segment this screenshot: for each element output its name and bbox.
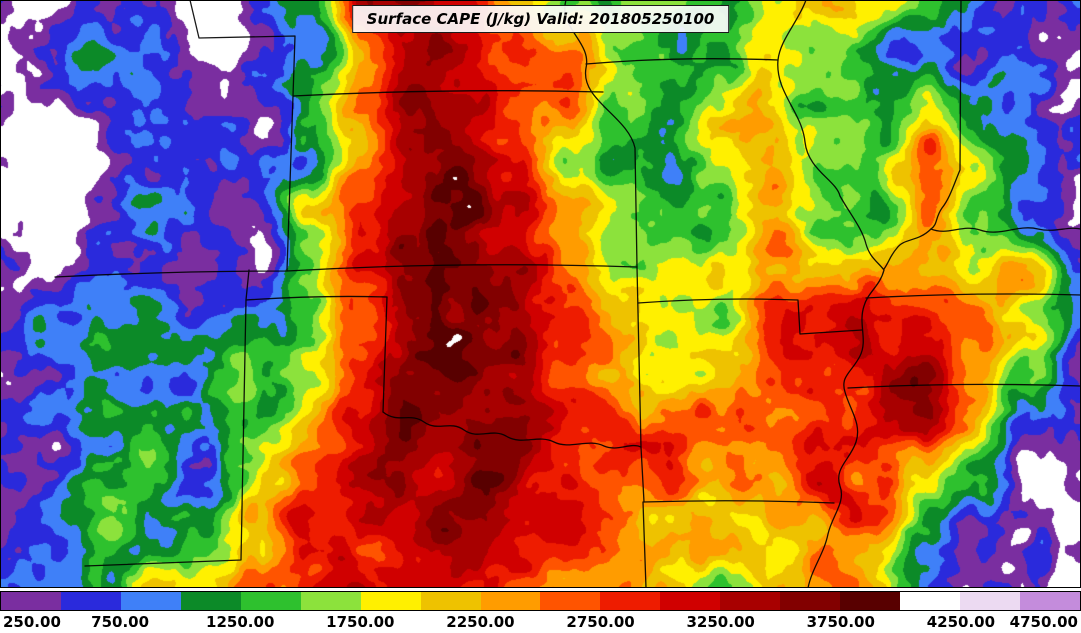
colorbar-segment	[1019, 592, 1080, 610]
colorbar-segment	[180, 592, 241, 610]
colorbar-segment	[660, 592, 721, 610]
colorbar-segment	[960, 592, 1020, 610]
state-border	[865, 293, 1081, 299]
colorbar-segment	[900, 592, 960, 610]
colorbar-segment	[360, 592, 421, 610]
colorbar-segment	[60, 592, 121, 610]
state-border	[847, 383, 1081, 389]
colorbar-tick-label: 750.00	[91, 613, 150, 631]
map-title: Surface CAPE (J/kg) Valid: 201805250100	[366, 10, 715, 28]
cape-field-canvas	[0, 0, 1081, 588]
colorbar-labels: 250.00 750.00 1250.00 1750.00 2250.00 2750.00…	[0, 612, 1081, 633]
map-area: Surface CAPE (J/kg) Valid: 201805250100	[0, 0, 1081, 588]
colorbar-strip	[0, 591, 1081, 611]
colorbar-segment	[420, 592, 481, 610]
state-border	[585, 58, 779, 65]
state-border	[189, 0, 296, 271]
state-border	[642, 500, 835, 588]
state-border-river	[883, 228, 932, 270]
state-border	[84, 269, 250, 567]
colorbar-tick-label: 2250.00	[446, 613, 515, 631]
colorbar-segment	[600, 592, 661, 610]
state-border	[292, 90, 604, 97]
map-title-box: Surface CAPE (J/kg) Valid: 201805250100	[351, 5, 730, 33]
colorbar-tick-label: 1250.00	[206, 613, 275, 631]
colorbar-tick-label: 2750.00	[566, 613, 635, 631]
colorbar-tick-label: 3250.00	[686, 613, 755, 631]
colorbar-segment	[540, 592, 601, 610]
state-borders-svg	[54, 0, 1081, 588]
colorbar-segment	[780, 592, 841, 610]
colorbar-segment	[240, 592, 301, 610]
state-border	[636, 266, 645, 503]
colorbar-segment	[1, 592, 61, 610]
state-border-river	[930, 227, 1081, 233]
state-border	[245, 295, 388, 301]
state-border-river	[382, 411, 642, 449]
state-border-river	[777, 0, 885, 271]
colorbar-segment	[120, 592, 181, 610]
state-border-river	[564, 0, 638, 268]
colorbar-segment	[480, 592, 541, 610]
colorbar-segment	[720, 592, 781, 610]
colorbar-tick-label: 250.00	[3, 613, 61, 631]
colorbar-segment	[300, 592, 361, 610]
state-borders	[54, 0, 1081, 588]
colorbar-tick-label: 1750.00	[326, 613, 395, 631]
state-border	[382, 296, 388, 413]
state-border	[54, 264, 638, 278]
colorbar-tick-label: 4750.00	[1009, 613, 1078, 631]
state-border	[637, 298, 863, 335]
colorbar-tick-label: 4250.00	[926, 613, 996, 631]
colorbar-tick-label: 3750.00	[806, 613, 875, 631]
state-border-river	[807, 269, 885, 588]
colorbar-segment	[840, 592, 901, 610]
state-border	[930, 0, 962, 230]
